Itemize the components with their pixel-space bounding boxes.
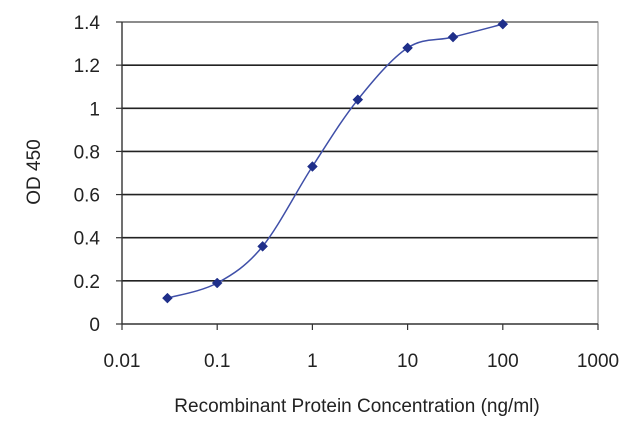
data-point-6 xyxy=(447,31,459,43)
x-tick-label: 10 xyxy=(397,351,418,372)
x-tick-label: 0.01 xyxy=(104,351,141,372)
axis-layer xyxy=(116,21,599,330)
y-tick-label: 0.8 xyxy=(74,142,100,163)
data-point-7 xyxy=(497,18,509,30)
plot-frame xyxy=(121,21,599,325)
y-tick-label: 1 xyxy=(89,99,100,120)
data-point-0 xyxy=(162,292,173,304)
x-tick-label: 1000 xyxy=(577,351,619,372)
x-tick-label: 100 xyxy=(487,351,519,372)
x-axis-title: Recombinant Protein Concentration (ng/ml… xyxy=(174,396,539,417)
x-tick-label: 1 xyxy=(307,351,318,372)
x-tick-label: 0.1 xyxy=(204,351,230,372)
grid-layer xyxy=(122,21,598,282)
y-tick-label: 0.6 xyxy=(74,186,100,207)
series-layer xyxy=(162,18,509,304)
y-tick-label: 1.4 xyxy=(74,13,101,34)
data-point-4 xyxy=(352,94,364,106)
series-line-0 xyxy=(167,23,503,299)
y-axis-title: OD 450 xyxy=(24,139,45,204)
y-tick-label: 0.4 xyxy=(74,229,101,250)
y-tick-label: 1.2 xyxy=(74,56,100,77)
data-point-2 xyxy=(257,240,268,252)
data-point-5 xyxy=(402,42,413,54)
y-tick-label: 0.2 xyxy=(74,272,100,293)
y-tick-label: 0 xyxy=(89,315,100,336)
label-layer: 0 0.2 0.4 0.6 0.8 1 1.2 1.4 0.01 0.1 1 10 100 1000 xyxy=(74,13,620,372)
data-point-3 xyxy=(307,161,318,172)
data-point-1 xyxy=(211,277,223,289)
